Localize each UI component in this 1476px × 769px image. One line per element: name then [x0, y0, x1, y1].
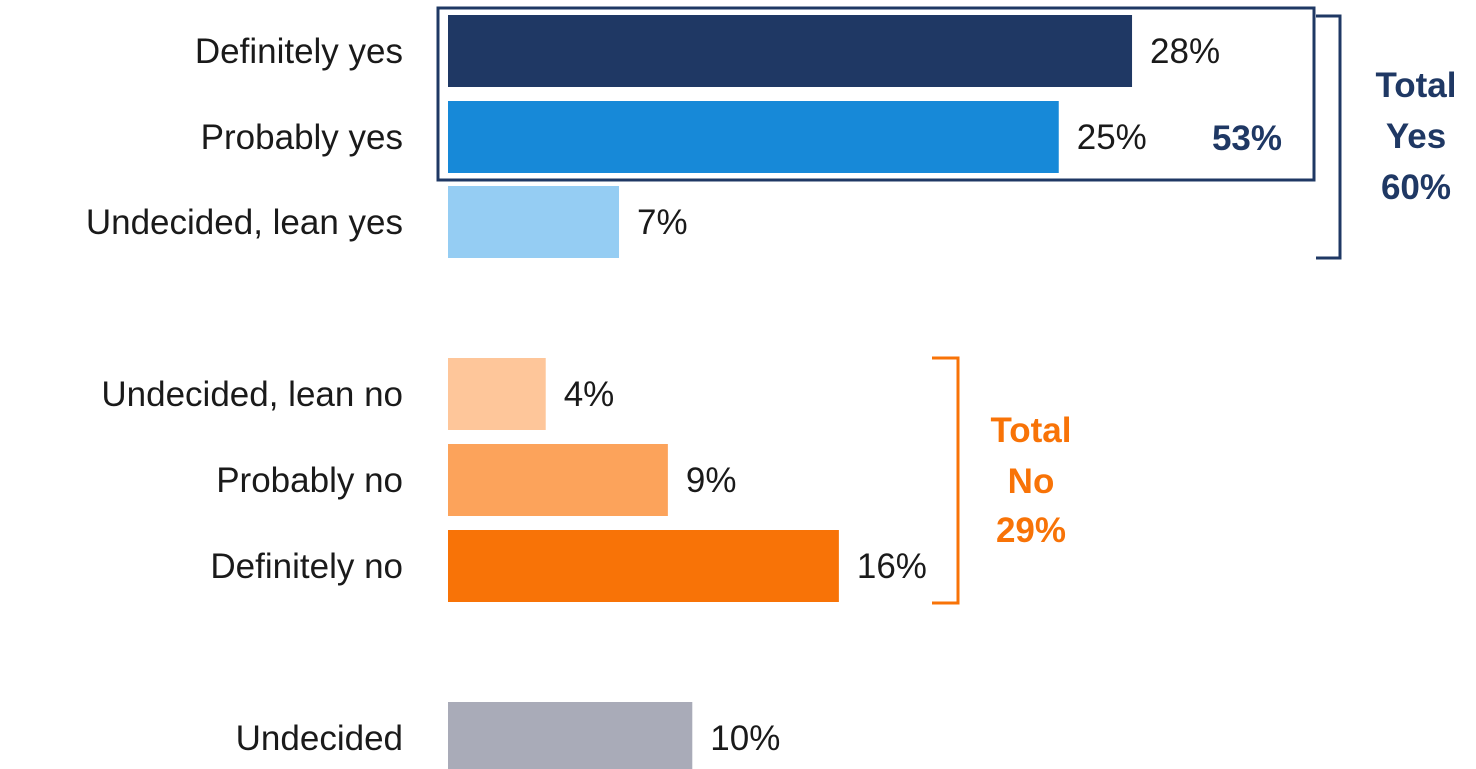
- bar-undecided-lean-no: [448, 358, 546, 430]
- bars-layer: [448, 15, 1133, 769]
- total-no-line-2: No: [1008, 462, 1055, 501]
- category-labels: Definitely yes Probably yes Undecided, lea…: [86, 32, 403, 758]
- total-yes-line-2: Yes: [1386, 117, 1446, 156]
- category-label-undecided-lean-no: Undecided, lean no: [101, 375, 403, 414]
- total-no-bracket: [932, 356, 960, 605]
- value-label-probably-no: 9%: [686, 461, 737, 500]
- annotations-layer: 53% Total Yes 60% Total No 29%: [436, 6, 1457, 605]
- value-label-probably-yes: 25%: [1077, 118, 1147, 157]
- bar-definitely-no: [448, 530, 839, 602]
- bar-probably-no: [448, 444, 668, 516]
- category-label-definitely-yes: Definitely yes: [195, 32, 403, 71]
- strong-yes-total-label: 53%: [1212, 119, 1282, 158]
- value-label-definitely-yes: 28%: [1150, 32, 1220, 71]
- total-yes-line-1: Total: [1375, 66, 1456, 105]
- bar-undecided: [448, 702, 693, 769]
- category-label-definitely-no: Definitely no: [210, 547, 403, 586]
- category-label-probably-yes: Probably yes: [201, 118, 403, 157]
- value-label-undecided-lean-yes: 7%: [637, 203, 688, 242]
- category-label-probably-no: Probably no: [216, 461, 403, 500]
- bar-probably-yes: [448, 101, 1059, 173]
- bar-definitely-yes: [448, 15, 1133, 87]
- value-labels: 28% 25% 7% 4% 9% 16% 10%: [564, 32, 1220, 758]
- category-label-undecided: Undecided: [236, 719, 403, 758]
- value-label-undecided-lean-no: 4%: [564, 375, 615, 414]
- total-no-line-3: 29%: [996, 511, 1066, 550]
- bar-undecided-lean-yes: [448, 186, 620, 258]
- value-label-undecided: 10%: [710, 719, 780, 758]
- total-no-line-1: Total: [990, 411, 1071, 450]
- category-label-undecided-lean-yes: Undecided, lean yes: [86, 203, 403, 242]
- value-label-definitely-no: 16%: [857, 547, 927, 586]
- total-yes-line-3: 60%: [1381, 168, 1451, 207]
- total-yes-bracket: [1316, 14, 1342, 260]
- strong-yes-box: [436, 6, 1316, 182]
